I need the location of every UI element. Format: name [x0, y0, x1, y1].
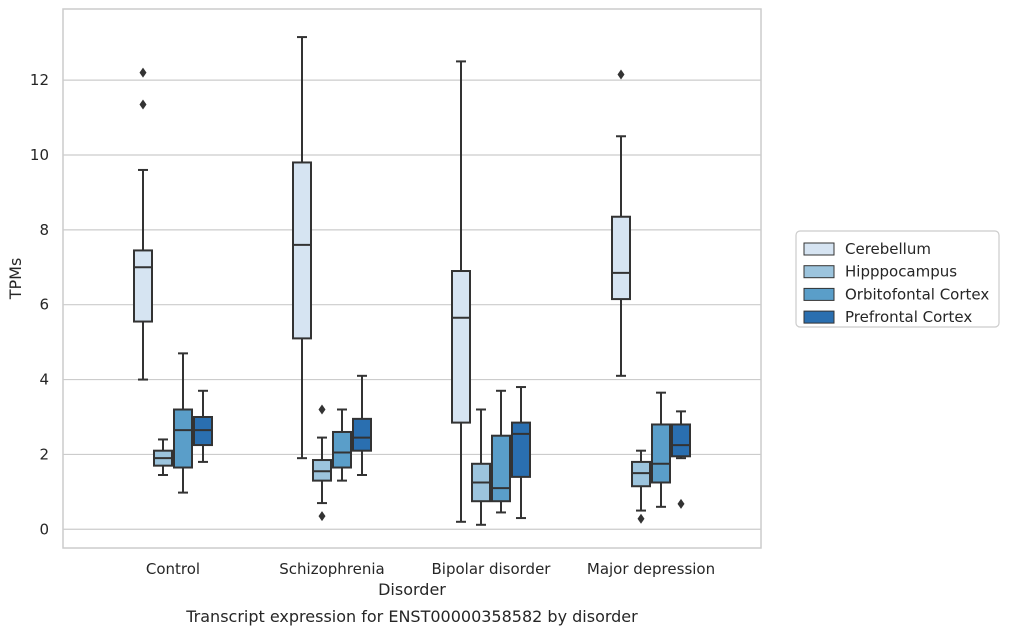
box-cerebellum: [133, 67, 153, 381]
box-prefrontal-cortex: [352, 374, 372, 477]
box-cerebellum: [292, 36, 312, 460]
box-prefrontal-cortex: [511, 386, 531, 520]
box-body: [332, 430, 352, 469]
box-body: [651, 423, 671, 484]
box-body: [451, 270, 471, 424]
y-tick-label: 6: [39, 296, 49, 314]
x-axis-label: Disorder: [378, 580, 446, 599]
outlier-point: [318, 404, 326, 415]
box-hipppocampus: [153, 438, 173, 477]
box-body: [352, 417, 372, 452]
box-body: [133, 249, 153, 323]
outlier-point: [677, 498, 685, 509]
legend-label: Cerebellum: [845, 240, 931, 258]
box-orbitofontal-cortex: [651, 391, 671, 508]
x-tick-label: Control: [146, 560, 200, 578]
y-tick-label: 12: [30, 71, 49, 89]
box-body: [511, 421, 531, 478]
outlier-point: [139, 99, 147, 110]
x-tick-label: Schizophrenia: [279, 560, 384, 578]
y-tick-label: 2: [39, 445, 49, 463]
legend-label: Prefrontal Cortex: [845, 308, 972, 326]
box-orbitofontal-cortex: [332, 408, 352, 482]
box-orbitofontal-cortex: [173, 352, 193, 494]
box-body: [491, 434, 511, 503]
x-tick-labels: Control Schizophrenia Bipolar disorder Majo…: [146, 560, 715, 578]
box-hipppocampus: [631, 449, 651, 524]
y-tick-label: 4: [39, 371, 49, 389]
box-cerebellum: [611, 69, 631, 377]
outlier-point: [637, 513, 645, 524]
outlier-point: [139, 67, 147, 78]
box-body: [671, 423, 691, 458]
box-hipppocampus: [471, 408, 491, 526]
legend-label: Orbitofontal Cortex: [845, 285, 989, 303]
legend-swatch: [803, 310, 835, 324]
y-tick-label: 0: [39, 520, 49, 538]
y-axis-label: TPMs: [6, 258, 25, 301]
box-body: [292, 161, 312, 340]
y-tick-labels: 0 2 4 6 8 10 12: [30, 71, 49, 538]
box-body: [611, 215, 631, 301]
legend-frame: [795, 230, 1000, 328]
chart-caption: Transcript expression for ENST0000035858…: [185, 607, 638, 626]
x-tick-label: Major depression: [587, 560, 715, 578]
y-tick-label: 10: [30, 146, 49, 164]
legend-label: Hipppocampus: [845, 263, 957, 281]
outlier-point: [617, 69, 625, 80]
legend-swatch: [803, 265, 835, 279]
box-body: [173, 408, 193, 469]
box-cerebellum: [451, 60, 471, 523]
box-hipppocampus: [312, 404, 332, 522]
boxes: [133, 36, 691, 526]
y-tick-label: 8: [39, 221, 49, 239]
box-prefrontal-cortex: [671, 410, 691, 509]
legend-swatch: [803, 287, 835, 301]
x-tick-label: Bipolar disorder: [432, 560, 552, 578]
legend-swatch: [803, 242, 835, 256]
box-orbitofontal-cortex: [491, 389, 511, 514]
outlier-point: [318, 511, 326, 522]
plot-frame: [62, 8, 762, 549]
legend: Cerebellum Hipppocampus Orbitofontal Corte…: [795, 230, 1000, 328]
box-prefrontal-cortex: [193, 389, 213, 463]
